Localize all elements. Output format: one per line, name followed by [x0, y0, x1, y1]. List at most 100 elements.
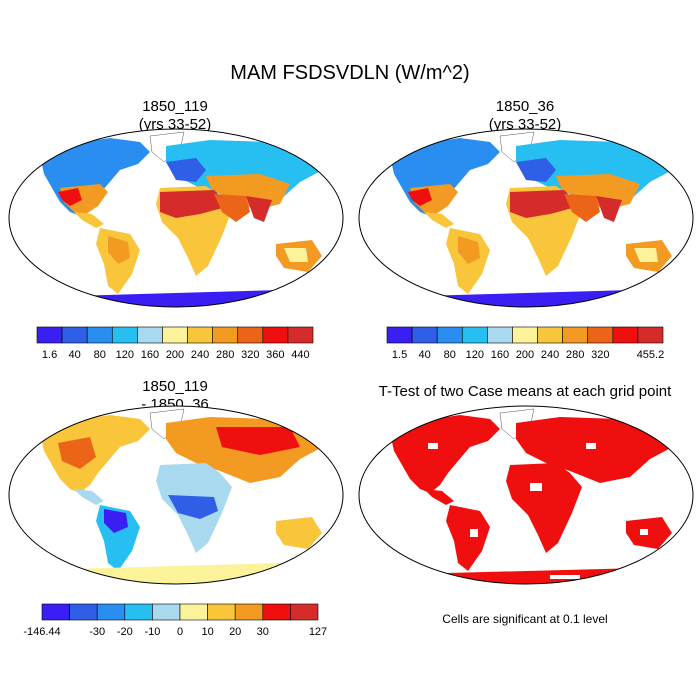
map-bottom-left: [8, 405, 344, 585]
colorbar-swatch: [287, 326, 314, 344]
panel-title-line1: 1850_36: [495, 98, 555, 115]
australia: [626, 517, 672, 549]
central-america: [424, 489, 454, 505]
sahara: [510, 190, 580, 218]
colorbar-label: 120: [116, 349, 134, 361]
india: [596, 196, 622, 222]
colorbar-label: 240: [191, 349, 209, 361]
amazon: [104, 509, 128, 533]
colorbar-label: 20: [229, 626, 241, 638]
colorbar-swatch: [386, 326, 413, 344]
colorbar-label: 280: [216, 349, 234, 361]
colorbar-swatch: [137, 326, 163, 344]
colorbar-label: 320: [241, 349, 259, 361]
panel-title-top-right: 1850_36 (yrs 33-52): [435, 98, 615, 134]
sahara: [160, 190, 230, 218]
panel-title-line2: (yrs 33-52): [138, 116, 212, 133]
colorbar-label: 40: [69, 349, 81, 361]
colorbar-label: 80: [444, 349, 456, 361]
india: [246, 196, 272, 222]
usa-west: [58, 188, 82, 206]
map-top-right: [358, 128, 694, 308]
central-america: [74, 212, 104, 228]
south-america-inner: [108, 236, 130, 264]
colorbar-top-left: 1.6 40 80 120 160 200 240 280 320 360 440: [36, 326, 314, 361]
colorbar-swatch: [637, 326, 664, 344]
colorbar-swatch: [152, 603, 181, 621]
usa-west: [408, 188, 432, 206]
australia: [276, 517, 322, 549]
colorbar-swatch: [179, 603, 208, 621]
colorbar-label: 440: [291, 349, 309, 361]
panel-title-line2: (yrs 33-52): [488, 116, 562, 133]
colorbar-swatch: [61, 326, 88, 344]
ttest-title: T-Test of two Case means at each grid po…: [378, 383, 672, 400]
north-america: [390, 415, 500, 493]
colorbar-label: 320: [591, 349, 609, 361]
colorbar-swatch: [124, 603, 153, 621]
colorbar-swatch: [512, 326, 538, 344]
colorbar-swatch: [537, 326, 563, 344]
colorbar-swatch: [262, 326, 289, 344]
colorbar-swatch: [612, 326, 639, 344]
central-america: [424, 212, 454, 228]
sahel: [168, 495, 218, 519]
colorbar-label: -146.44: [23, 626, 60, 638]
australia-inner: [284, 248, 308, 262]
arabia: [214, 194, 250, 222]
siberia-hot: [216, 427, 300, 455]
colorbar-label: -30: [89, 626, 105, 638]
colorbar-swatch: [111, 326, 138, 344]
colorbar-swatch: [36, 326, 63, 344]
central-america: [74, 489, 104, 505]
colorbar-label: 280: [566, 349, 584, 361]
panel-title-line1: 1850_119: [142, 98, 208, 115]
colorbar-swatch: [207, 603, 236, 621]
colorbar-label: 200: [516, 349, 534, 361]
colorbar-label: 160: [141, 349, 159, 361]
colorbar-swatch: [436, 326, 463, 344]
colorbar-label: -20: [117, 626, 133, 638]
colorbar-swatch: [41, 603, 70, 621]
colorbar-swatch: [262, 603, 291, 621]
significance-note: Cells are significant at 0.1 level: [442, 612, 608, 626]
colorbar-swatch: [187, 326, 213, 344]
colorbar-label: -10: [144, 626, 160, 638]
colorbar-bottom-left: -146.44 -30 -20 -10 0 10 20 30 127: [23, 603, 327, 638]
colorbar-swatch: [86, 326, 113, 344]
map-top-left: [8, 128, 344, 308]
colorbar-swatch: [237, 326, 264, 344]
colorbar-swatch: [290, 603, 319, 621]
colorbar-label: 455.2: [637, 349, 665, 361]
europe: [516, 158, 556, 182]
colorbar-label: 360: [266, 349, 284, 361]
europe: [166, 158, 206, 182]
colorbar-label: 200: [166, 349, 184, 361]
north-america-hot: [58, 437, 96, 469]
colorbar-label: 127: [309, 626, 327, 638]
colorbar-label: 10: [201, 626, 213, 638]
colorbar-swatch: [69, 603, 98, 621]
africa: [506, 463, 582, 553]
colorbar-label: 120: [466, 349, 484, 361]
australia-inner: [634, 248, 658, 262]
colorbar-swatch: [487, 326, 513, 344]
colorbar-swatch: [212, 326, 239, 344]
colorbar-label: 240: [541, 349, 559, 361]
south-america-inner: [458, 236, 480, 264]
colorbar-label: 160: [491, 349, 509, 361]
colorbar-top-right: 1.5 40 80 120 160 200 240 280 320 455.2: [386, 326, 665, 361]
colorbar-label: 40: [419, 349, 431, 361]
panel-title-line1: 1850_119: [142, 378, 208, 395]
arabia: [564, 194, 600, 222]
colorbar-swatch: [162, 326, 188, 344]
colorbar-label: 1.5: [392, 349, 407, 361]
colorbar-swatch: [234, 603, 264, 621]
colorbar-label: 80: [94, 349, 106, 361]
figure-title: MAM FSDSVDLN (W/m^2): [230, 62, 470, 84]
map-bottom-right: [358, 405, 694, 585]
panel-title-top-left: 1850_119 (yrs 33-52): [85, 98, 265, 134]
colorbar-label: 1.6: [42, 349, 57, 361]
colorbar-swatch: [562, 326, 589, 344]
colorbar-swatch: [96, 603, 126, 621]
